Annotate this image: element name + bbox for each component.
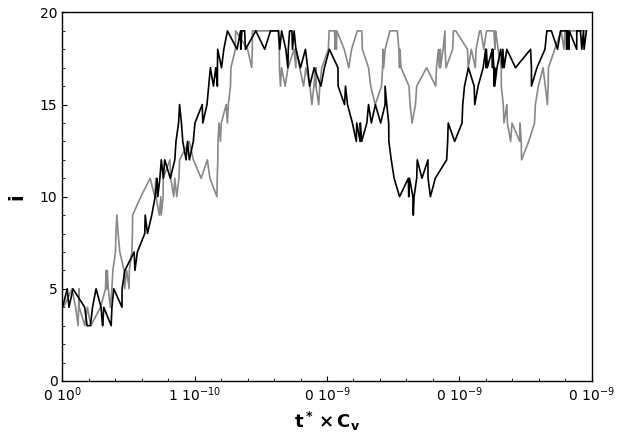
Y-axis label: i: i	[7, 193, 26, 200]
X-axis label: $\mathbf{t^* \times C_v}$: $\mathbf{t^* \times C_v}$	[294, 410, 360, 433]
